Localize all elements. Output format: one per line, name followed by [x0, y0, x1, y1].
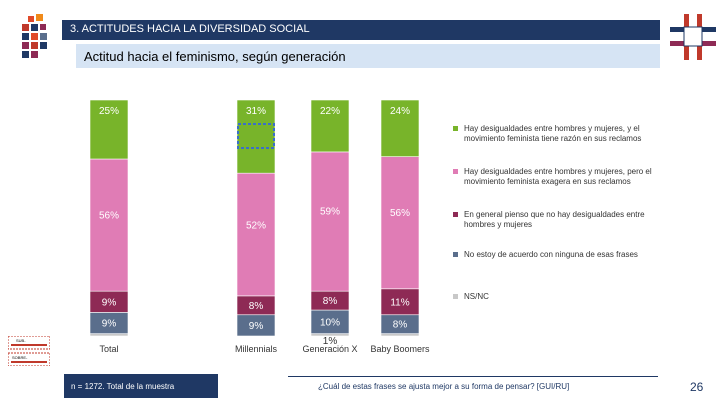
section-header-bar	[62, 20, 660, 40]
legend-item-razon: Hay desigualdades entre hombres y mujere…	[453, 124, 668, 144]
data-label-2-3: 10%	[320, 317, 340, 328]
footer-divider	[288, 376, 658, 377]
legend-swatch-grayblue	[453, 252, 458, 257]
category-label-2: Generación X	[302, 344, 357, 354]
legend-swatch-pink	[453, 169, 458, 174]
footer-sample-box	[64, 374, 218, 398]
data-label-1-2: 8%	[249, 301, 264, 312]
bar-segment-2-0	[310, 99, 350, 153]
data-label-0-2: 9%	[102, 297, 117, 308]
data-label-3-2: 11%	[390, 297, 409, 308]
bar-segment-1-1	[236, 172, 276, 297]
bar-segment-3-2	[380, 288, 420, 316]
data-label-2-0: 22%	[320, 106, 340, 117]
logo-left	[14, 14, 54, 60]
bar-segment-0-4	[89, 333, 129, 337]
bar-segment-0-1	[89, 158, 129, 292]
bar-segment-0-0	[89, 99, 129, 160]
data-label-1-1: 52%	[246, 220, 266, 231]
legend-label: Hay desigualdades entre hombres y mujere…	[464, 124, 642, 143]
data-label-2-4: 1%	[323, 336, 338, 347]
data-label-2-2: 8%	[323, 296, 338, 307]
logo-right	[670, 14, 716, 60]
data-label-0-0: 25%	[99, 106, 119, 117]
data-label-1-3: 9%	[249, 321, 264, 332]
legend-swatch-lightgray	[453, 294, 458, 299]
section-title: 3. ACTITUDES HACIA LA DIVERSIDAD SOCIAL	[70, 23, 310, 35]
highlight-box	[237, 123, 275, 149]
legend-item-exagera: Hay desigualdades entre hombres y mujere…	[453, 167, 668, 187]
bar-segment-3-0	[380, 99, 420, 157]
bar-segment-1-0	[236, 99, 276, 174]
category-label-1: Millennials	[235, 344, 278, 354]
category-label-0: Total	[99, 344, 118, 354]
legend-swatch-green	[453, 126, 458, 131]
stamp-sobre-label: SOBRE-	[12, 355, 28, 360]
chart-subtitle: Actitud hacia el feminismo, según genera…	[84, 49, 346, 64]
data-label-3-0: 24%	[390, 106, 410, 117]
bar-segment-2-1	[310, 151, 350, 292]
bar-segment-3-1	[380, 156, 420, 290]
data-label-0-1: 56%	[99, 210, 119, 221]
legend-item-nsnc: NS/NC	[453, 292, 489, 302]
legend-item-no-desigualdades: En general pienso que no hay desigualdad…	[453, 210, 668, 230]
legend-label: En general pienso que no hay desigualdad…	[464, 210, 645, 229]
legend-swatch-maroon	[453, 212, 458, 217]
data-label-1-0: 31%	[246, 106, 266, 117]
footer-sample-text: n = 1272. Total de la muestra	[71, 382, 175, 391]
bar-segment-3-4	[380, 333, 420, 337]
legend-item-ninguna: No estoy de acuerdo con ninguna de esas …	[453, 250, 638, 260]
category-label-3: Baby Boomers	[370, 344, 430, 354]
legend-label: No estoy de acuerdo con ninguna de esas …	[464, 250, 638, 259]
data-label-2-1: 59%	[320, 207, 340, 218]
subtitle-bar	[76, 44, 660, 68]
page-number: 26	[690, 380, 704, 394]
data-label-0-3: 9%	[102, 319, 117, 330]
legend-label: Hay desigualdades entre hombres y mujere…	[464, 167, 652, 186]
data-label-3-3: 8%	[393, 320, 408, 331]
footer-question: ¿Cuál de estas frases se ajusta mejor a …	[318, 382, 570, 391]
sub-sobre-stamp: SUB- SOBRE-	[7, 335, 51, 367]
stamp-sub-label: SUB-	[16, 338, 26, 343]
data-label-3-1: 56%	[390, 208, 410, 219]
legend-label: NS/NC	[464, 292, 489, 301]
